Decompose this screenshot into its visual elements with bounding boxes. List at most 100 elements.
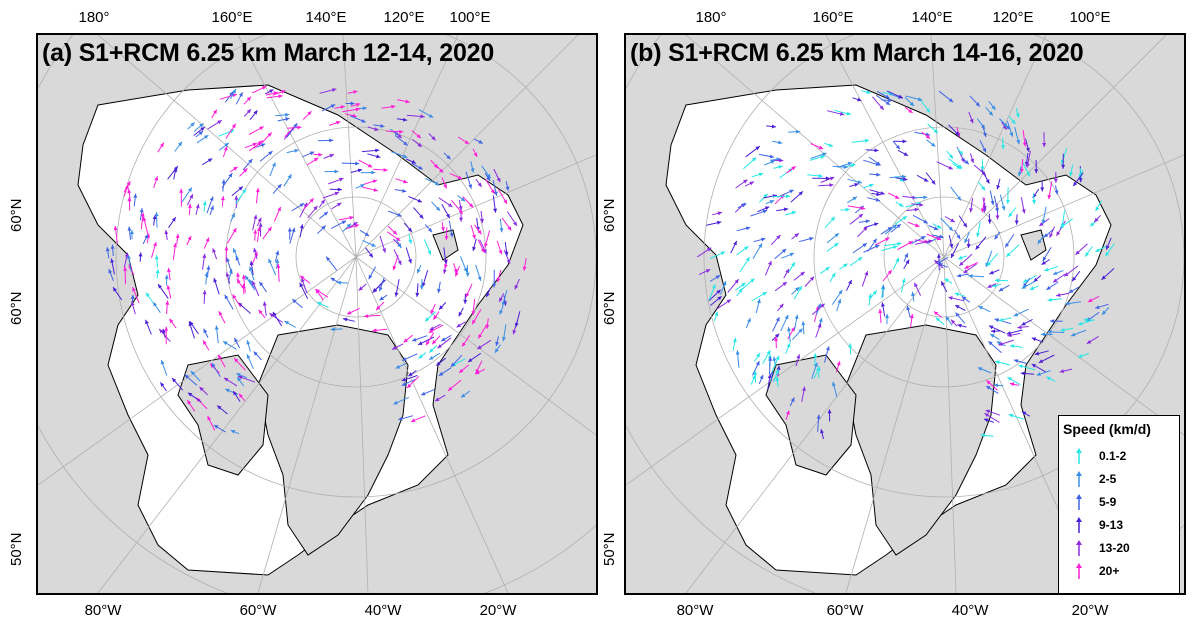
drift-arrow [750,209,768,217]
drift-arrow [408,196,423,203]
drift-arrow [791,286,800,295]
drift-arrow [1038,354,1055,364]
drift-arrow [266,94,283,99]
drift-arrow [892,257,900,270]
drift-arrow [110,244,115,257]
drift-arrow [919,99,931,113]
drift-arrow [956,147,964,156]
drift-arrow [1052,270,1064,275]
drift-arrow [167,267,171,281]
greenland-land [257,324,409,556]
drift-arrow [698,268,711,276]
arrow-icon [1076,540,1082,556]
drift-arrow [1009,382,1019,387]
drift-arrow [418,352,427,359]
drift-arrow [975,236,987,250]
drift-arrow [1031,363,1046,373]
drift-arrow [824,216,836,229]
drift-arrow [187,122,195,130]
drift-arrow [809,155,826,161]
drift-arrow [394,188,407,193]
drift-arrow [213,277,220,295]
drift-arrow [993,383,1004,388]
drift-arrow [403,334,413,343]
drift-arrow [130,301,136,315]
drift-arrow [818,183,834,188]
drift-arrow [224,246,229,263]
drift-arrow [459,256,468,273]
drift-arrow [994,278,1009,283]
drift-arrow [744,181,755,187]
drift-arrow [831,289,843,305]
drift-arrow [274,250,280,262]
drift-arrow [329,187,342,192]
drift-arrow [175,233,180,245]
drift-arrow [751,172,764,178]
map-canvas-a [38,35,596,593]
drift-arrow [926,139,936,147]
drift-arrow [217,354,226,368]
drift-arrow [372,328,388,333]
drift-arrow [269,162,276,177]
drift-arrow [465,171,473,189]
drift-arrow [727,278,740,293]
drift-arrow [362,239,376,247]
drift-arrow [496,240,503,255]
drift-arrow [1022,129,1027,147]
drift-arrow [739,256,751,273]
drift-arrow [375,301,385,311]
drift-arrow [880,226,893,235]
drift-arrow [276,263,281,282]
drift-arrow [492,269,497,288]
drift-arrow [1029,285,1039,291]
drift-arrow [244,142,258,149]
drift-arrow [155,269,160,279]
drift-arrow [963,263,977,274]
drift-arrow [203,328,209,339]
drift-arrow [788,129,801,134]
drift-arrow [186,193,194,206]
drift-arrow [987,283,997,289]
drift-arrow [982,124,987,138]
drift-arrow [391,343,404,350]
drift-arrow [1075,243,1088,256]
drift-arrow [277,117,290,122]
drift-arrow [416,264,422,274]
drift-arrow [766,124,776,129]
drift-arrow [342,317,355,322]
lon-label-top: 140°E [305,9,347,26]
drift-arrow [367,153,381,159]
drift-arrow [236,272,240,282]
drift-arrow [457,195,466,202]
drift-arrow [428,133,437,141]
drift-arrow [885,313,890,325]
drift-arrow [248,141,262,152]
drift-arrow [268,258,277,276]
drift-arrow [1021,280,1036,290]
drift-arrow [988,340,1002,354]
drift-arrow [708,284,716,301]
drift-arrow [1060,210,1066,228]
legend-label: 2-5 [1099,472,1117,486]
drift-arrow [773,165,783,169]
drift-arrow [259,150,273,162]
drift-arrow [190,370,201,382]
drift-arrow [219,93,238,100]
drift-arrow [820,176,835,183]
drift-arrow [463,293,468,304]
legend-item: 20+ [1069,561,1177,581]
drift-arrow [501,324,507,342]
drift-arrow [921,131,931,139]
drift-arrow [321,104,336,112]
drift-arrow [166,284,172,299]
drift-arrow [188,203,192,215]
drift-arrow [768,356,773,375]
drift-arrow [904,106,913,114]
drift-arrow [1036,370,1051,376]
drift-arrow [867,238,878,252]
drift-arrow [1006,244,1020,258]
drift-arrow [847,178,863,184]
drift-arrow [258,222,263,237]
drift-arrow [475,360,483,374]
drift-arrow [1087,295,1100,303]
